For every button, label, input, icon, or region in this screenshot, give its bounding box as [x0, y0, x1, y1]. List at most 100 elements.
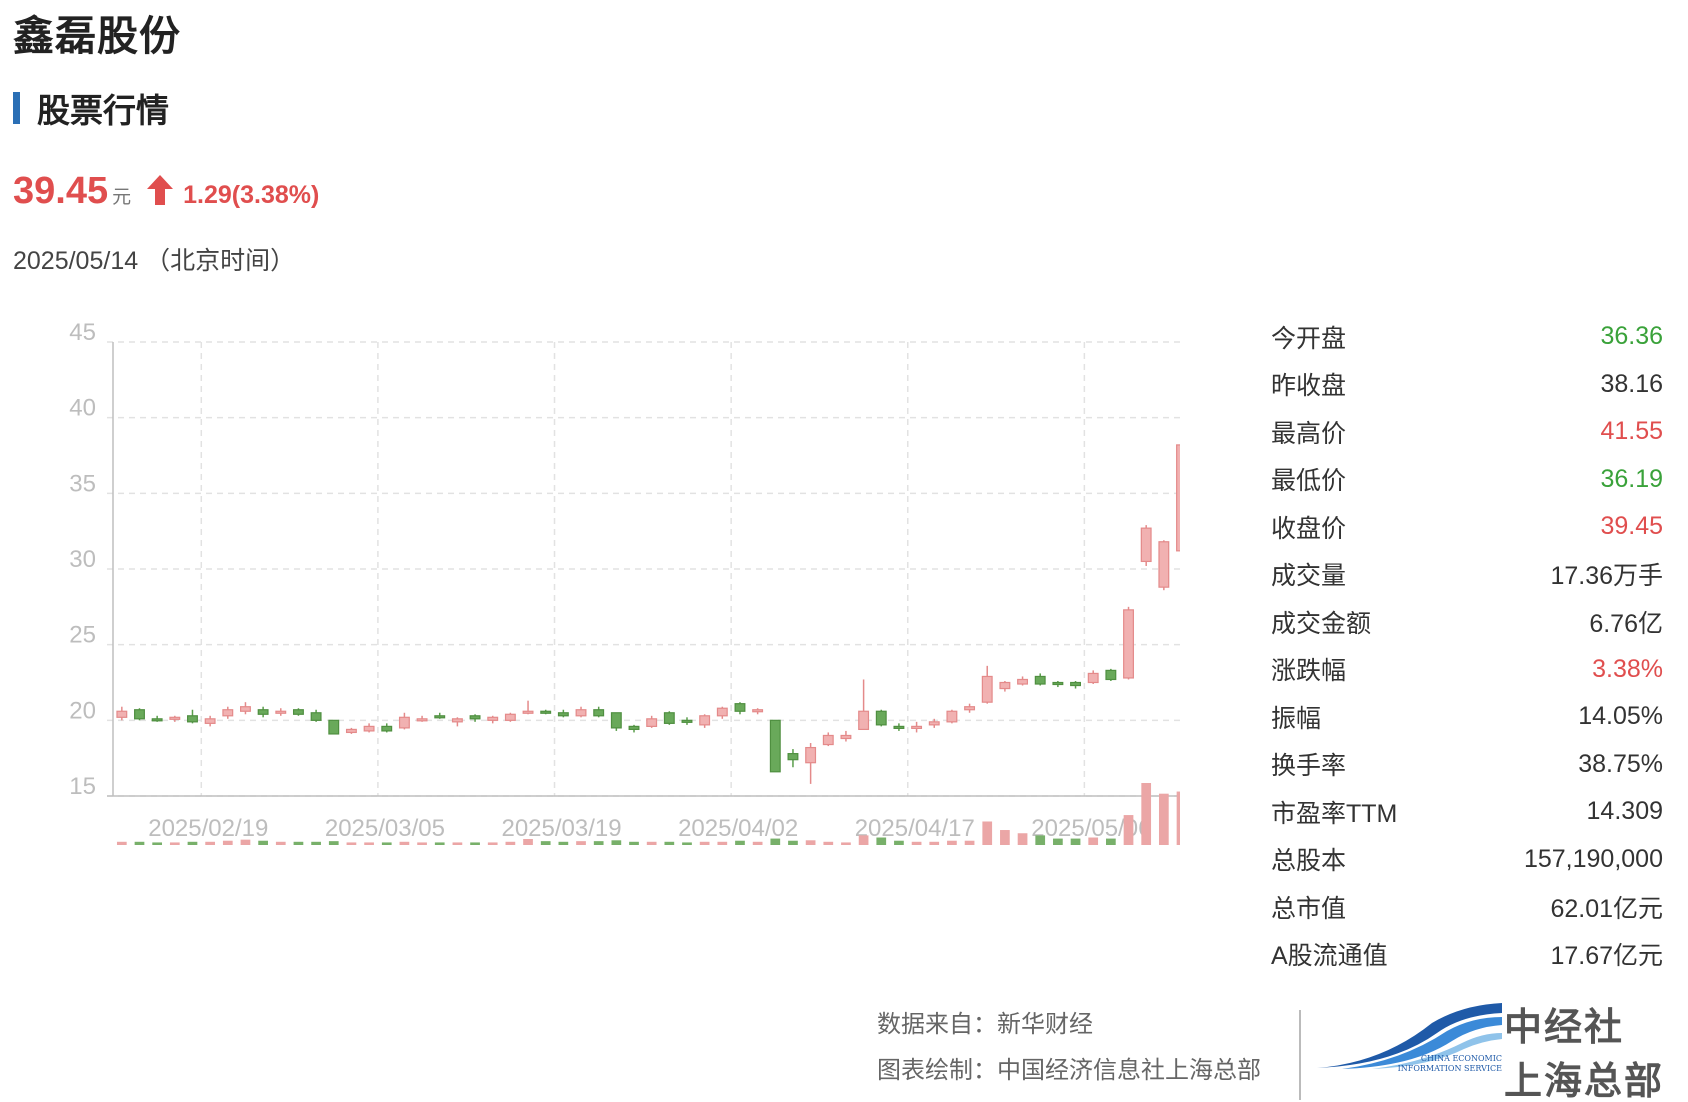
- candle-body: [469, 715, 481, 720]
- candle: [964, 703, 976, 713]
- stat-row: 总股本 157,190,000: [1271, 836, 1663, 884]
- candle: [610, 712, 622, 731]
- candle-body: [1052, 681, 1064, 686]
- candle-body: [1105, 669, 1117, 681]
- volume-bar: [399, 841, 410, 845]
- stat-value: 3.38%: [1592, 654, 1663, 683]
- candle-body: [451, 718, 463, 723]
- volume-bar: [735, 840, 745, 845]
- stat-label: 昨收盘: [1271, 372, 1347, 401]
- volume-bar: [434, 842, 445, 845]
- volume-bar: [593, 841, 604, 845]
- volume-bar: [417, 842, 427, 845]
- volume-bar: [858, 835, 869, 845]
- price-row: 39.45 元 1.29(3.38%): [13, 170, 319, 213]
- volume-bar: [1000, 830, 1010, 845]
- candle: [1105, 668, 1117, 681]
- arrow-up-icon: [147, 174, 174, 209]
- volume-bar: [682, 842, 692, 845]
- candle-body: [1140, 527, 1152, 563]
- candle-body: [981, 675, 993, 703]
- volume-bar: [1141, 783, 1152, 845]
- volume-bar: [258, 840, 268, 845]
- candle: [681, 717, 693, 725]
- candle-body: [292, 709, 304, 715]
- volume-bar: [841, 842, 851, 845]
- stat-value: 14.309: [1586, 797, 1663, 826]
- candle: [557, 709, 569, 718]
- stat-value: 6.76亿: [1589, 609, 1663, 638]
- stat-label: 总股本: [1271, 847, 1347, 876]
- candle-body: [116, 710, 128, 718]
- candle: [240, 702, 251, 715]
- volume-bar: [169, 842, 180, 845]
- candlestick-chart: 15 20 25 30 35 40 45 2025/02/19 2025/03/05 2025/0…: [69, 319, 1180, 845]
- candle-body: [1017, 678, 1029, 685]
- x-tick-label: 2025/03/05: [325, 815, 445, 842]
- data-source: 数据来自：新华财经: [877, 1011, 1093, 1038]
- volume-bar: [1106, 838, 1116, 845]
- volume-bar: [1053, 838, 1063, 845]
- candle: [1140, 525, 1152, 566]
- volume-bar: [540, 841, 551, 845]
- volume-bar: [240, 839, 251, 845]
- candle-body: [345, 728, 357, 734]
- candle: [1017, 676, 1029, 686]
- price-change: 1.29(3.38%): [183, 181, 320, 209]
- candle-body: [787, 753, 799, 761]
- candle: [628, 724, 640, 733]
- volume-bar: [505, 841, 516, 845]
- volume-bar: [876, 837, 887, 845]
- candle: [575, 706, 587, 718]
- candle: [734, 702, 746, 715]
- volume-bar: [558, 841, 569, 845]
- y-tick-label: 45: [69, 319, 96, 346]
- candle-body: [487, 716, 499, 721]
- current-price: 39.45: [13, 170, 109, 212]
- stat-value: 36.36: [1600, 322, 1663, 351]
- candle: [858, 679, 870, 731]
- stat-row: 涨跌幅 3.38%: [1271, 646, 1663, 694]
- candle-body: [610, 712, 622, 729]
- candle-body: [416, 718, 428, 722]
- section-title: 股票行情: [37, 91, 169, 130]
- volume-bar: [152, 842, 163, 845]
- candle: [752, 708, 764, 715]
- logo-graphic: CHINA ECONOMIC INFORMATION SERVICE: [1312, 1003, 1502, 1077]
- section-header: 股票行情: [13, 90, 169, 130]
- volume-bar: [275, 841, 286, 845]
- volume-bar: [805, 840, 816, 845]
- candle-body: [363, 725, 375, 732]
- candle-body: [646, 718, 658, 727]
- volume-bar: [205, 841, 215, 845]
- candle-body: [328, 719, 340, 735]
- candle: [769, 719, 781, 773]
- volume-bar: [346, 842, 357, 845]
- candle: [805, 743, 817, 784]
- x-tick-label: 2025/04/02: [678, 815, 798, 842]
- candle: [257, 706, 269, 718]
- volume-bar: [1158, 793, 1169, 845]
- y-tick-label: 20: [69, 697, 96, 724]
- logo-small-text-1: CHINA ECONOMIC: [1421, 1054, 1502, 1063]
- volume-bar: [947, 840, 957, 845]
- candle: [328, 719, 340, 735]
- stat-label: 最低价: [1271, 467, 1347, 496]
- candle: [1034, 673, 1046, 686]
- volume-bar: [328, 841, 339, 845]
- volume-bar: [1123, 815, 1134, 845]
- volume-bar: [470, 842, 480, 845]
- candle-body: [1034, 675, 1046, 685]
- y-tick-label: 30: [69, 546, 96, 573]
- candle: [416, 715, 428, 722]
- volume-bar: [1088, 837, 1099, 845]
- stat-row: 最高价 41.55: [1271, 408, 1663, 456]
- volume-bar: [364, 842, 374, 845]
- stat-label: 成交量: [1271, 562, 1347, 591]
- stat-row: 换手率 38.75%: [1271, 741, 1663, 789]
- volume-bar: [664, 841, 675, 845]
- volume-bar: [381, 842, 392, 845]
- volume-bar: [646, 841, 657, 845]
- volume-bar: [1070, 838, 1081, 845]
- candle: [134, 708, 145, 721]
